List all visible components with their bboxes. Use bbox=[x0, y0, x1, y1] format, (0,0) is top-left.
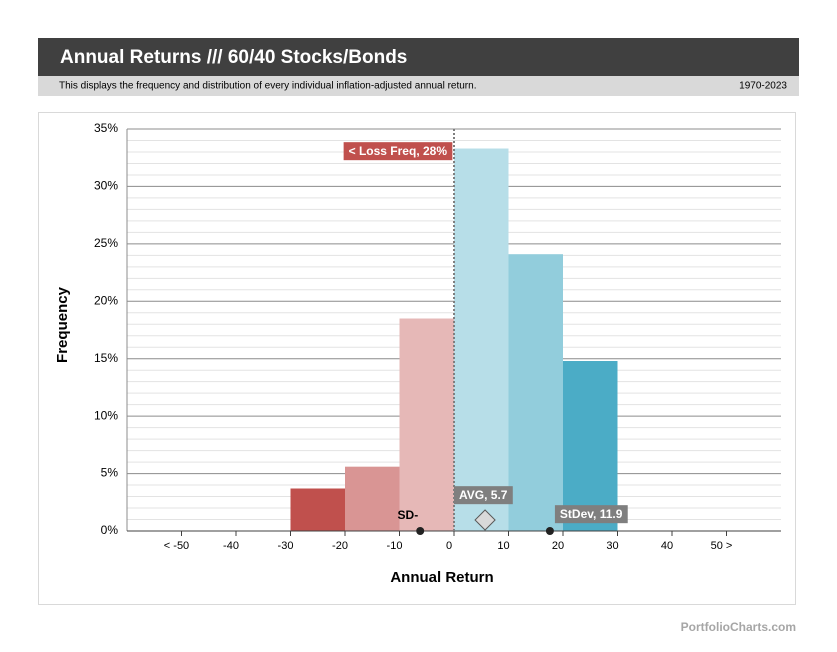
x-tick-label: -10 bbox=[387, 540, 403, 552]
average-label: AVG, 5.7 bbox=[459, 488, 508, 502]
x-tick-label: 20 bbox=[552, 540, 564, 552]
chart-title: Annual Returns /// 60/40 Stocks/Bonds bbox=[60, 47, 407, 68]
stdev-minus-marker bbox=[416, 527, 425, 535]
y-tick-label: 5% bbox=[101, 466, 119, 480]
y-tick-label: 0% bbox=[101, 523, 119, 537]
x-tick-label: -30 bbox=[278, 540, 294, 552]
stdev-label-box bbox=[554, 505, 628, 524]
bar bbox=[345, 466, 400, 531]
x-tick-label: 10 bbox=[497, 540, 509, 552]
subtitle-bar bbox=[38, 76, 799, 96]
y-tick-label: 15% bbox=[94, 351, 118, 365]
loss-label: < Loss Freq, 28% bbox=[349, 144, 448, 158]
subtitle: This displays the frequency and distribu… bbox=[59, 81, 476, 92]
x-axis-label: Annual Return bbox=[390, 569, 493, 586]
x-tick-label: < -50 bbox=[164, 540, 189, 552]
average-label-box bbox=[454, 486, 513, 505]
y-tick-label: 25% bbox=[94, 236, 118, 250]
stdev-label: StDev, 11.9 bbox=[560, 507, 623, 521]
stdev-minus-label: SD- bbox=[398, 508, 419, 522]
average-marker bbox=[474, 509, 496, 531]
y-tick-label: 35% bbox=[94, 121, 118, 135]
y-tick-label: 20% bbox=[94, 293, 118, 307]
bar bbox=[508, 254, 563, 532]
bar bbox=[454, 148, 509, 532]
x-tick-label: 30 bbox=[606, 540, 618, 552]
x-tick-label: -20 bbox=[332, 540, 348, 552]
date-range: 1970-2023 bbox=[739, 81, 787, 92]
y-tick-label: 10% bbox=[94, 408, 118, 422]
footer: PortfolioCharts.com bbox=[681, 620, 796, 634]
x-tick-label: 50 > bbox=[711, 540, 733, 552]
stdev-plus-marker bbox=[545, 527, 554, 535]
bar bbox=[399, 318, 454, 531]
bar bbox=[290, 488, 345, 531]
y-tick-label: 30% bbox=[94, 179, 118, 193]
title-bar bbox=[38, 38, 799, 76]
x-tick-label: 40 bbox=[661, 540, 673, 552]
bar bbox=[563, 361, 618, 531]
x-tick-label: 0 bbox=[446, 540, 452, 552]
x-tick-label: -40 bbox=[223, 540, 239, 552]
y-axis-label: Frequency bbox=[54, 286, 71, 363]
loss-label-box bbox=[343, 142, 453, 161]
